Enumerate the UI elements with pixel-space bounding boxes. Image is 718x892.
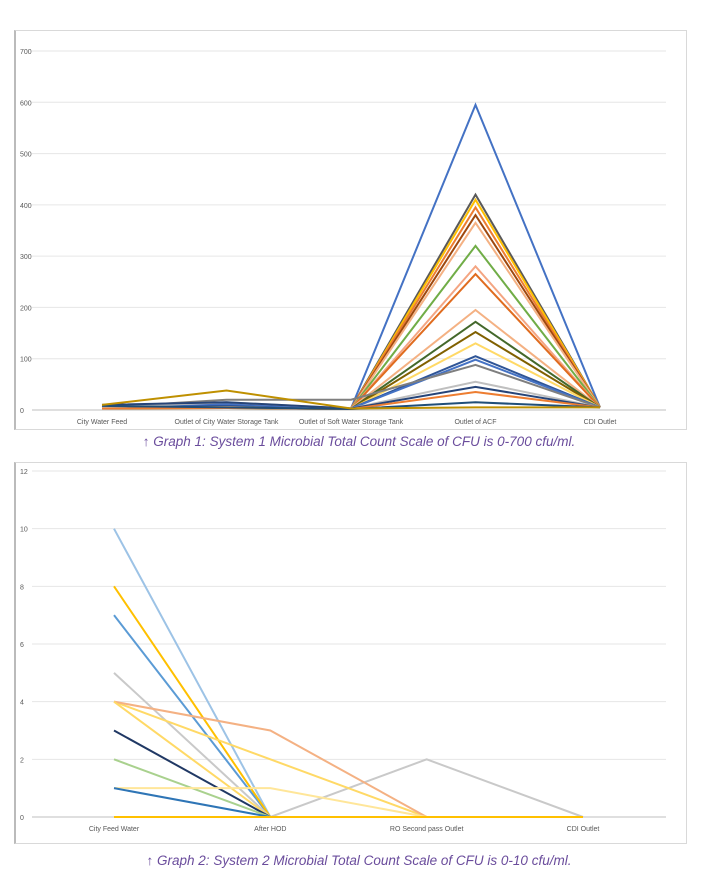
y-tick-label: 10 [20, 527, 28, 534]
y-tick-label: 300 [20, 254, 32, 261]
series-line-8 [101, 272, 601, 410]
x-tick-label: RO Second pass Outlet [390, 826, 464, 833]
x-tick-label: CDI Outlet [567, 826, 600, 833]
graph-2-plot: 0 2 4 6 8 10 12 City Feed Water After HOD RO Seco… [20, 469, 666, 833]
graph-1-caption: ↑ Graph 1: System 1 Microbial Total Coun… [142, 434, 576, 449]
x-tick-label: CDI Outlet [584, 419, 617, 426]
series-line-3 [113, 672, 584, 819]
y-tick-label: 4 [20, 700, 24, 707]
series-line-14 [101, 358, 601, 410]
y-tick-label: 200 [20, 305, 32, 312]
graph-1-plot: 0 100 200 300 400 500 600 700 City Water Feed Out… [20, 49, 666, 426]
y-tick-label: 700 [20, 49, 32, 56]
x-tick-label: City Feed Water [89, 826, 140, 833]
series-line-1 [113, 614, 583, 818]
x-tick-label: Outlet of ACF [454, 419, 496, 426]
y-tick-label: 12 [20, 469, 28, 476]
y-tick-label: 100 [20, 357, 32, 364]
series-line-9 [114, 787, 583, 818]
x-tick-label: After HOD [254, 826, 286, 833]
y-tick-label: 600 [20, 100, 32, 107]
y-tick-label: 6 [20, 642, 24, 649]
x-tick-label: Outlet of City Water Storage Tank [175, 419, 279, 426]
x-tick-label: Outlet of Soft Water Storage Tank [299, 419, 404, 426]
y-tick-label: 500 [20, 152, 32, 159]
y-tick-label: 0 [20, 815, 24, 822]
x-tick-label: City Water Feed [77, 419, 127, 426]
y-tick-label: 0 [20, 408, 24, 415]
series-line-20 [101, 389, 600, 410]
series-line-9 [101, 308, 601, 410]
graph-2: 0 2 4 6 8 10 12 City Feed Water After HOD RO Seco… [14, 462, 687, 844]
y-tick-label: 400 [20, 203, 32, 210]
y-tick-label: 8 [20, 584, 24, 591]
series-line-15 [101, 363, 601, 409]
y-tick-label: 2 [20, 757, 24, 764]
graph-1: 0 100 200 300 400 500 600 700 City Water Feed Out… [14, 30, 687, 430]
graph-2-caption: ↑ Graph 2: System 2 Microbial Total Coun… [146, 853, 572, 868]
